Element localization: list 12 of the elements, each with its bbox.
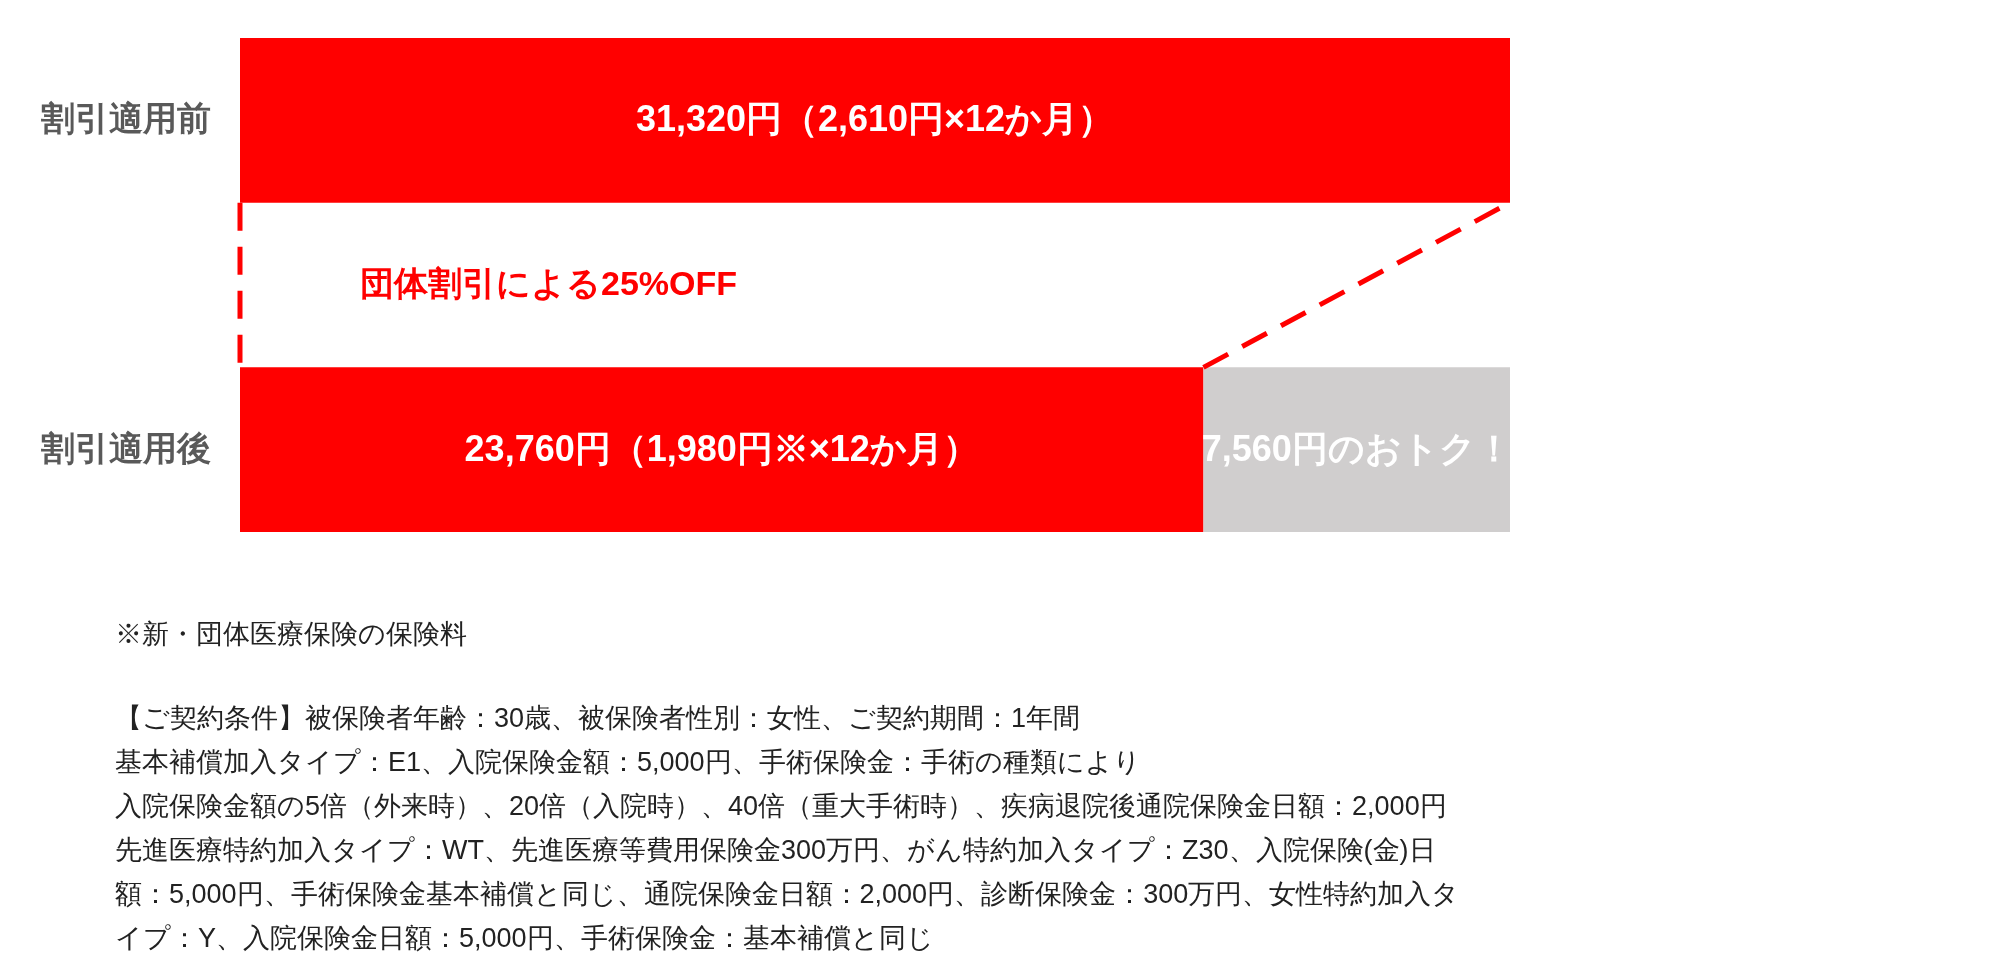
data-label: 23,760円（1,980円※×12か月） bbox=[464, 427, 979, 469]
text: イプ：Y、入院保険金日額：5,000円、手術保険金：基本補償と同じ bbox=[115, 923, 934, 953]
text: 入院保険金額の5倍（外来時）、20倍（入院時）、40倍（重大手術時）、疾病退院後通院保険金日額：2,000円 bbox=[115, 791, 1447, 821]
text: 【ご契約条件】被保険者年齢：30歳、被保険者性別：女性、ご契約期間：1年間 bbox=[115, 703, 1081, 733]
text: ※新・団体医療保険の保険料 bbox=[115, 619, 467, 649]
text: 額：5,000円、手術保険金基本補償と同じ、通院保険金日額：2,000円、診断保険金：300万円、女性特約加入タ bbox=[115, 879, 1460, 909]
y-tick-label: 割引適用後 bbox=[39, 428, 211, 467]
data-label: 31,320円（2,610円×12か月） bbox=[635, 98, 1115, 140]
text: 基本補償加入タイプ：E1、入院保険金額：5,000円、手術保険金：手術の種類により bbox=[115, 747, 1141, 777]
annotation: 団体割引による25%OFF bbox=[360, 264, 738, 302]
y-tick-label: 割引適用前 bbox=[39, 99, 211, 138]
text: 先進医療特約加入タイプ：WT、先進医療等費用保険金300万円、がん特約加入タイプ：Z30、入院保険(金)日 bbox=[115, 835, 1436, 865]
